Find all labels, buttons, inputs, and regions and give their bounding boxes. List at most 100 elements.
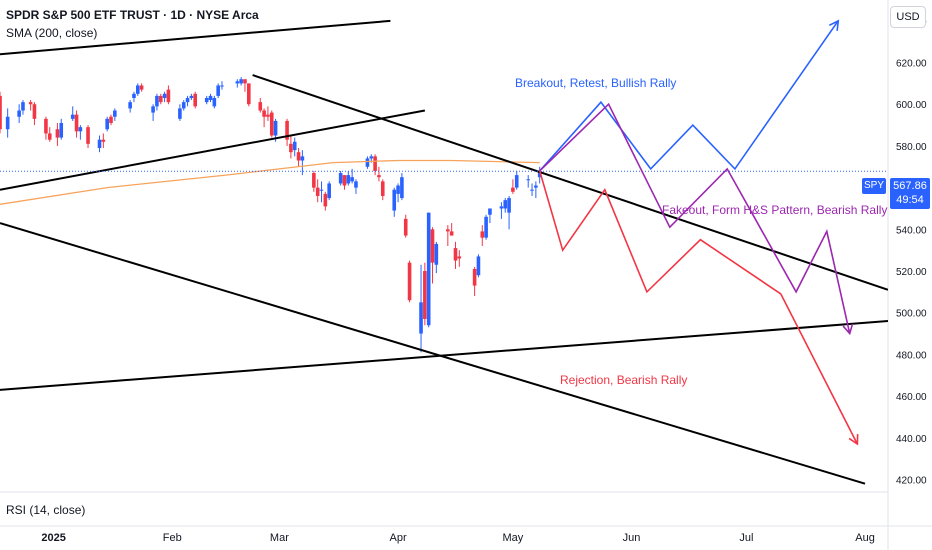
candle-body (327, 183, 331, 199)
candle (155, 93, 159, 111)
candle (396, 183, 400, 203)
candle-body (273, 120, 278, 136)
sma-200-line[interactable] (0, 159, 540, 205)
candle-body (193, 93, 198, 107)
candle (193, 91, 198, 109)
candle-body (185, 97, 190, 103)
candle-body (155, 95, 159, 107)
candle (208, 93, 213, 103)
candle (109, 114, 113, 126)
candle (296, 148, 301, 167)
chart-title: SPDR S&P 500 ETF TRUST · 1D · NYSE Arca (6, 8, 259, 22)
candle (258, 97, 263, 113)
scenario-arrowhead (848, 434, 859, 446)
symbol-tag: SPY (862, 178, 886, 194)
scenario-arrowhead (842, 323, 854, 336)
descending-resistance-trendline[interactable] (252, 74, 888, 291)
candle-body (315, 187, 320, 196)
candle (503, 198, 508, 213)
candle-body (74, 114, 79, 132)
candle (86, 125, 90, 149)
candle (472, 266, 477, 297)
rising-support-trendline[interactable] (0, 320, 888, 391)
candle (430, 227, 435, 284)
candle (488, 208, 492, 224)
candle-body (449, 231, 454, 236)
candle (534, 181, 538, 199)
candle (312, 170, 316, 192)
candle-body (446, 229, 450, 232)
candle (97, 135, 102, 153)
last-price-badge: SPY 567.86 49:54 (862, 178, 930, 209)
candle (319, 181, 324, 203)
candle-body (158, 95, 163, 103)
candle (132, 91, 136, 103)
y-tick-label: 620.00 (896, 59, 927, 70)
candle (434, 241, 439, 274)
candle-body (300, 156, 305, 161)
y-tick-label: 500.00 (896, 309, 927, 320)
candle (162, 91, 167, 103)
candle (457, 250, 462, 267)
candle (350, 168, 354, 184)
sma-indicator-label[interactable]: SMA (200, close) (6, 26, 98, 40)
candle-body (101, 139, 106, 142)
scenario-label: Breakout, Retest, Bullish Rally (515, 76, 676, 90)
candle-body (499, 206, 504, 209)
candle-body (434, 243, 439, 265)
candle-body (423, 271, 427, 319)
plot-area (0, 19, 888, 485)
candle-body (204, 97, 209, 103)
upper-channel-top-trendline[interactable] (0, 19, 391, 56)
candle-body (189, 95, 194, 98)
candle (189, 93, 194, 101)
candle-body (373, 156, 377, 171)
candle (289, 135, 293, 159)
scenario-arrowhead (828, 19, 840, 31)
candle (499, 202, 504, 219)
candle-body (285, 120, 289, 140)
currency-button[interactable]: USD (890, 6, 926, 28)
candle-body (139, 85, 144, 90)
candle (0, 91, 2, 134)
candle (403, 214, 408, 238)
candle-body (514, 175, 519, 188)
x-tick-label: May (503, 532, 524, 544)
upper-channel-bottom-trendline[interactable] (0, 109, 426, 191)
candle-body (128, 102, 132, 109)
candle (239, 77, 243, 86)
candle-body (212, 97, 217, 107)
candle (105, 116, 109, 132)
descending-support-trendline[interactable] (0, 222, 866, 485)
scenario-path[interactable] (538, 170, 859, 445)
candle (216, 83, 220, 98)
candle (47, 127, 52, 142)
rsi-indicator-label[interactable]: RSI (14, close) (6, 503, 86, 517)
candle-body (488, 208, 492, 215)
candle (400, 173, 404, 201)
candle (158, 93, 163, 105)
candle (269, 110, 274, 138)
candle (480, 225, 485, 246)
candle-body (5, 116, 10, 130)
scenario-path[interactable] (539, 102, 851, 334)
candle (135, 83, 140, 96)
candle-body (243, 79, 247, 84)
candle (17, 104, 21, 123)
x-tick-label: Aug (855, 532, 875, 544)
y-tick-label: 540.00 (896, 225, 927, 236)
candle-body (377, 175, 381, 178)
candle (243, 79, 247, 92)
candle-body (380, 181, 385, 196)
candle-body (346, 175, 351, 184)
candle-body (181, 102, 186, 109)
candle-body (70, 114, 75, 119)
candle (55, 123, 60, 146)
y-tick-label: 460.00 (896, 392, 927, 403)
candle (530, 183, 534, 196)
candle (511, 179, 515, 194)
candle (526, 175, 531, 188)
candle (426, 212, 431, 328)
scenario-path[interactable] (539, 20, 839, 172)
